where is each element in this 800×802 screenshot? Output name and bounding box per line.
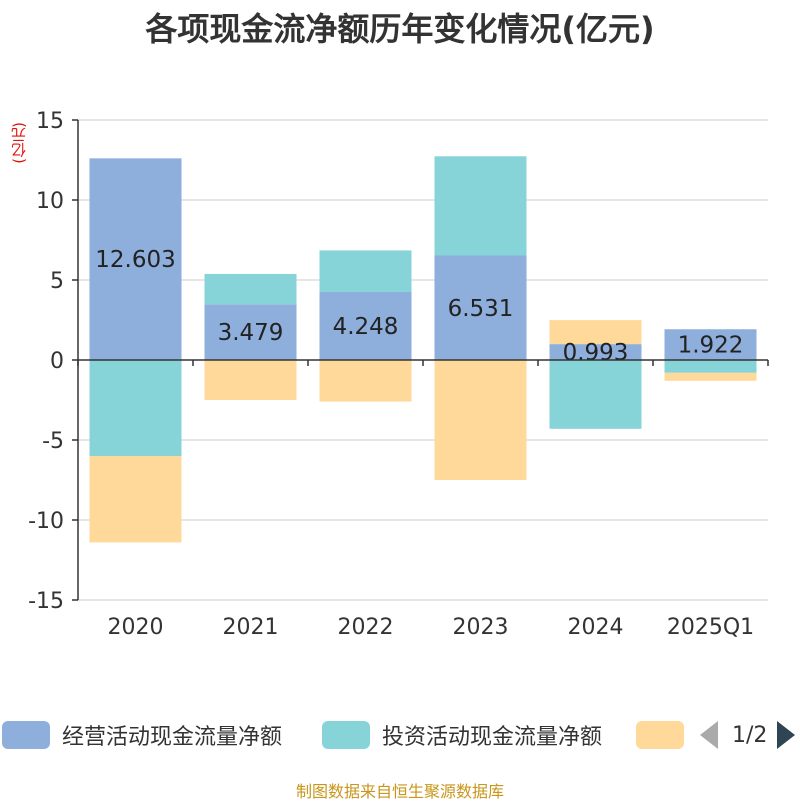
x-category-label: 2025Q1 (667, 615, 754, 640)
x-category-label: 2023 (453, 615, 509, 640)
bar-segment (549, 360, 642, 429)
x-category-label: 2021 (223, 615, 279, 640)
legend-swatch-investing (322, 721, 370, 749)
legend-item-financing[interactable] (636, 715, 684, 755)
bar-segment (434, 255, 527, 360)
legend-prev-page-icon[interactable] (700, 721, 718, 749)
stacked-bar-chart: 15 10 5 0 -5 -10 -15 12.603 3.479 4.248 6.531 0.993… (28, 109, 769, 640)
y-tick-label: 15 (36, 109, 64, 134)
legend-item-operating[interactable]: 经营活动现金流量净额 (2, 715, 282, 755)
bar-segment (549, 320, 642, 345)
bar-segment (89, 456, 182, 543)
legend-page-indicator: 1/2 (732, 722, 768, 748)
data-source-note: 制图数据来自恒生聚源数据库 (295, 782, 504, 801)
legend-next-page-icon[interactable] (777, 721, 796, 749)
y-tick-label: -15 (28, 589, 64, 614)
y-tick-label: -10 (28, 509, 64, 534)
y-tick-label: -5 (42, 429, 64, 454)
bar-segment (89, 158, 182, 360)
bar-segment (204, 360, 297, 400)
bar-segment (434, 156, 527, 256)
data-label: 6.531 (448, 296, 514, 322)
data-label: 4.248 (333, 314, 399, 340)
bar-segment (89, 360, 182, 456)
bar-segment (549, 344, 642, 360)
legend-label-investing: 投资活动现金流量净额 (382, 725, 603, 750)
data-label: 1.922 (678, 333, 744, 359)
x-category-label: 2024 (568, 615, 624, 640)
bar-segment (204, 304, 297, 360)
bar-segment (319, 292, 412, 360)
bar-segment (664, 372, 757, 381)
chart-title: 各项现金流净额历年变化情况(亿元) (145, 10, 655, 48)
legend-label-operating: 经营活动现金流量净额 (62, 725, 283, 750)
legend-swatch-financing (636, 721, 684, 749)
y-tick-label: 0 (50, 349, 64, 374)
legend-swatch-operating (2, 721, 50, 749)
bar-segment (664, 329, 757, 360)
bar-segment (319, 360, 412, 402)
bar-segment (434, 360, 527, 480)
bar-segment (319, 250, 412, 293)
x-category-label: 2020 (108, 615, 164, 640)
bar-segment (204, 273, 297, 305)
legend-item-investing[interactable]: 投资活动现金流量净额 (322, 715, 602, 755)
data-label: 12.603 (95, 247, 175, 273)
x-category-label: 2022 (338, 615, 394, 640)
bar-segment (664, 360, 757, 373)
y-tick-label: 5 (50, 269, 64, 294)
data-label: 0.993 (563, 340, 629, 366)
legend: 经营活动现金流量净额 投资活动现金流量净额 1/2 (0, 715, 800, 755)
data-label: 3.479 (218, 320, 284, 346)
y-tick-label: 10 (36, 189, 64, 214)
legend-pager: 1/2 (700, 715, 796, 755)
